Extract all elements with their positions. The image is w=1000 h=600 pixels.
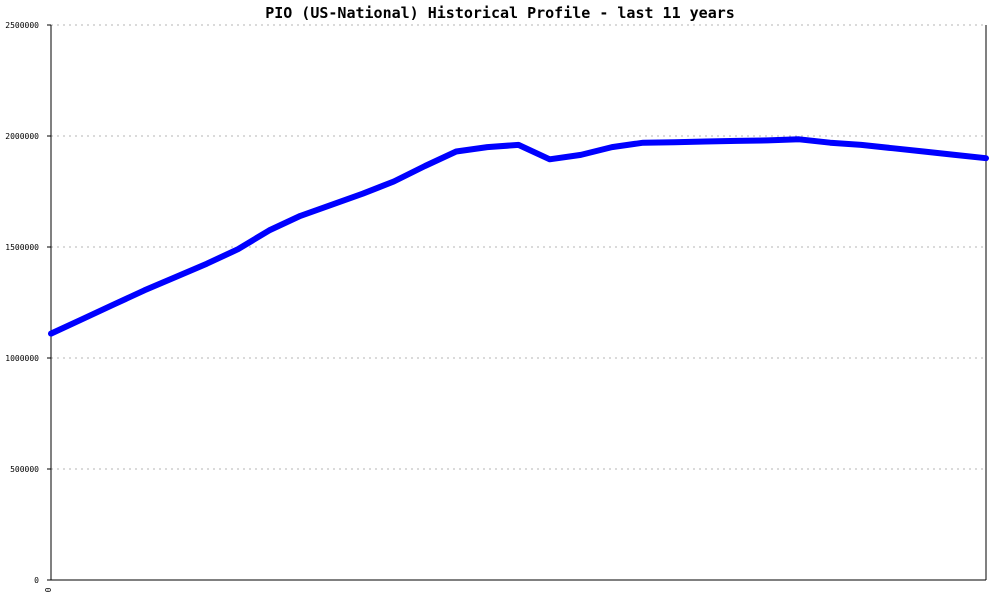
series-line-0 (48, 136, 989, 337)
y-tick-label: 2000000 (5, 132, 39, 141)
series-lines (48, 136, 989, 337)
y-tick-label: 1500000 (5, 243, 39, 252)
grid (51, 24, 986, 470)
y-tick-label: 0 (34, 576, 39, 585)
axes (50, 25, 987, 581)
tick-labels: 0 500000 1000000 1500000 2000000 2500000 0 (5, 21, 53, 592)
x-tick-label: 0 (44, 587, 53, 592)
y-tick-label: 1000000 (5, 354, 39, 363)
y-tick-label: 500000 (10, 465, 39, 474)
y-tick-label: 2500000 (5, 21, 39, 30)
chart-title: PIO (US-National) Historical Profile - l… (265, 4, 735, 22)
